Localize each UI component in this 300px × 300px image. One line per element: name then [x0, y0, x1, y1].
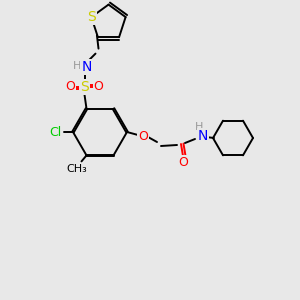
Text: O: O [178, 155, 188, 169]
Text: O: O [66, 80, 75, 93]
Text: Cl: Cl [49, 125, 61, 139]
Text: S: S [80, 80, 89, 94]
Text: N: N [81, 60, 92, 74]
Text: H: H [195, 122, 203, 132]
Text: S: S [87, 10, 96, 24]
Text: O: O [94, 80, 103, 93]
Text: O: O [138, 130, 148, 142]
Text: N: N [198, 129, 208, 143]
Text: CH₃: CH₃ [66, 164, 87, 174]
Text: H: H [73, 61, 82, 70]
